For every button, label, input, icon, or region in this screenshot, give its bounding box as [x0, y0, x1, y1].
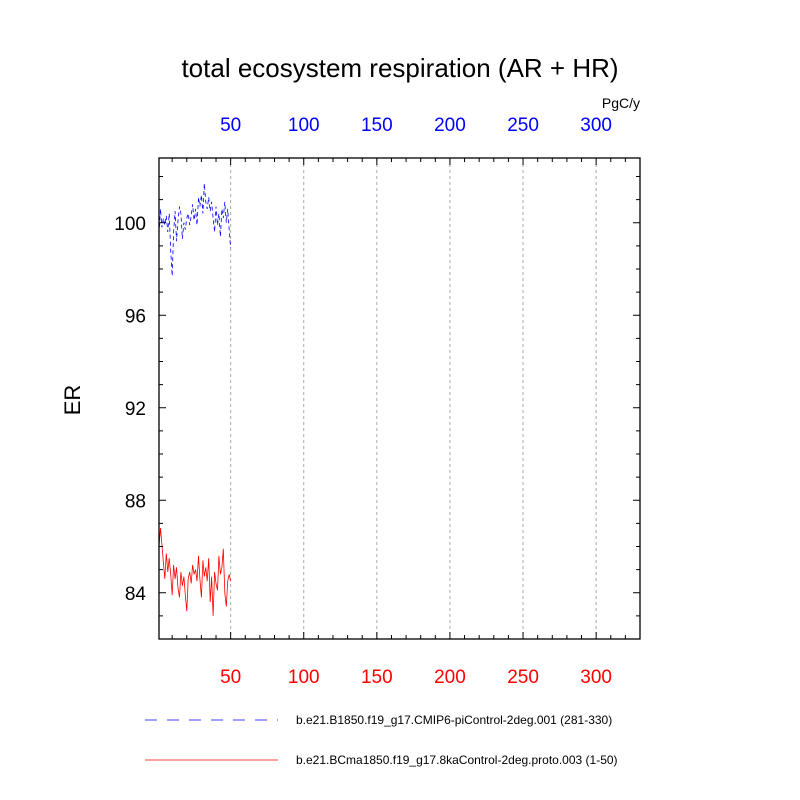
- x-tick-label-top: 50: [220, 115, 241, 136]
- y-tick-label: 84: [125, 584, 147, 605]
- y-tick-label: 88: [125, 491, 146, 512]
- y-axis-label: ER: [60, 385, 85, 416]
- grid: [230, 158, 597, 639]
- plot-frame: [158, 157, 641, 640]
- axes: 50 50 100 100 150 150 200 200 250 250 300 300 84 88 92…: [114, 115, 641, 688]
- x-tick-label-bottom: 200: [434, 667, 466, 688]
- x-tick-label-bottom: 50: [220, 667, 241, 688]
- x-tick-label-bottom: 250: [507, 667, 539, 688]
- units-label: PgC/y: [602, 95, 640, 111]
- legend: b.e21.B1850.f19_g17.CMIP6-piControl-2deg…: [145, 713, 618, 767]
- x-tick-label-top: 200: [434, 115, 466, 136]
- series-layer: [158, 183, 231, 616]
- legend-label-2: b.e21.BCma1850.f19_g17.8kaControl-2deg.p…: [296, 753, 618, 767]
- y-tick-label: 100: [114, 214, 146, 235]
- x-tick-label-bottom: 100: [288, 667, 320, 688]
- x-tick-label-bottom: 300: [580, 667, 612, 688]
- x-tick-label-top: 300: [580, 115, 612, 136]
- y-tick-label: 92: [125, 399, 146, 420]
- chart-title: total ecosystem respiration (AR + HR): [181, 53, 618, 83]
- x-tick-label-top: 100: [288, 115, 320, 136]
- x-tick-label-top: 250: [507, 115, 539, 136]
- series-line-1: [158, 183, 231, 276]
- legend-label-1: b.e21.B1850.f19_g17.CMIP6-piControl-2deg…: [296, 713, 612, 727]
- x-tick-label-bottom: 150: [361, 667, 393, 688]
- series-line-2: [158, 527, 231, 616]
- y-tick-label: 96: [125, 306, 146, 327]
- x-tick-label-top: 150: [361, 115, 393, 136]
